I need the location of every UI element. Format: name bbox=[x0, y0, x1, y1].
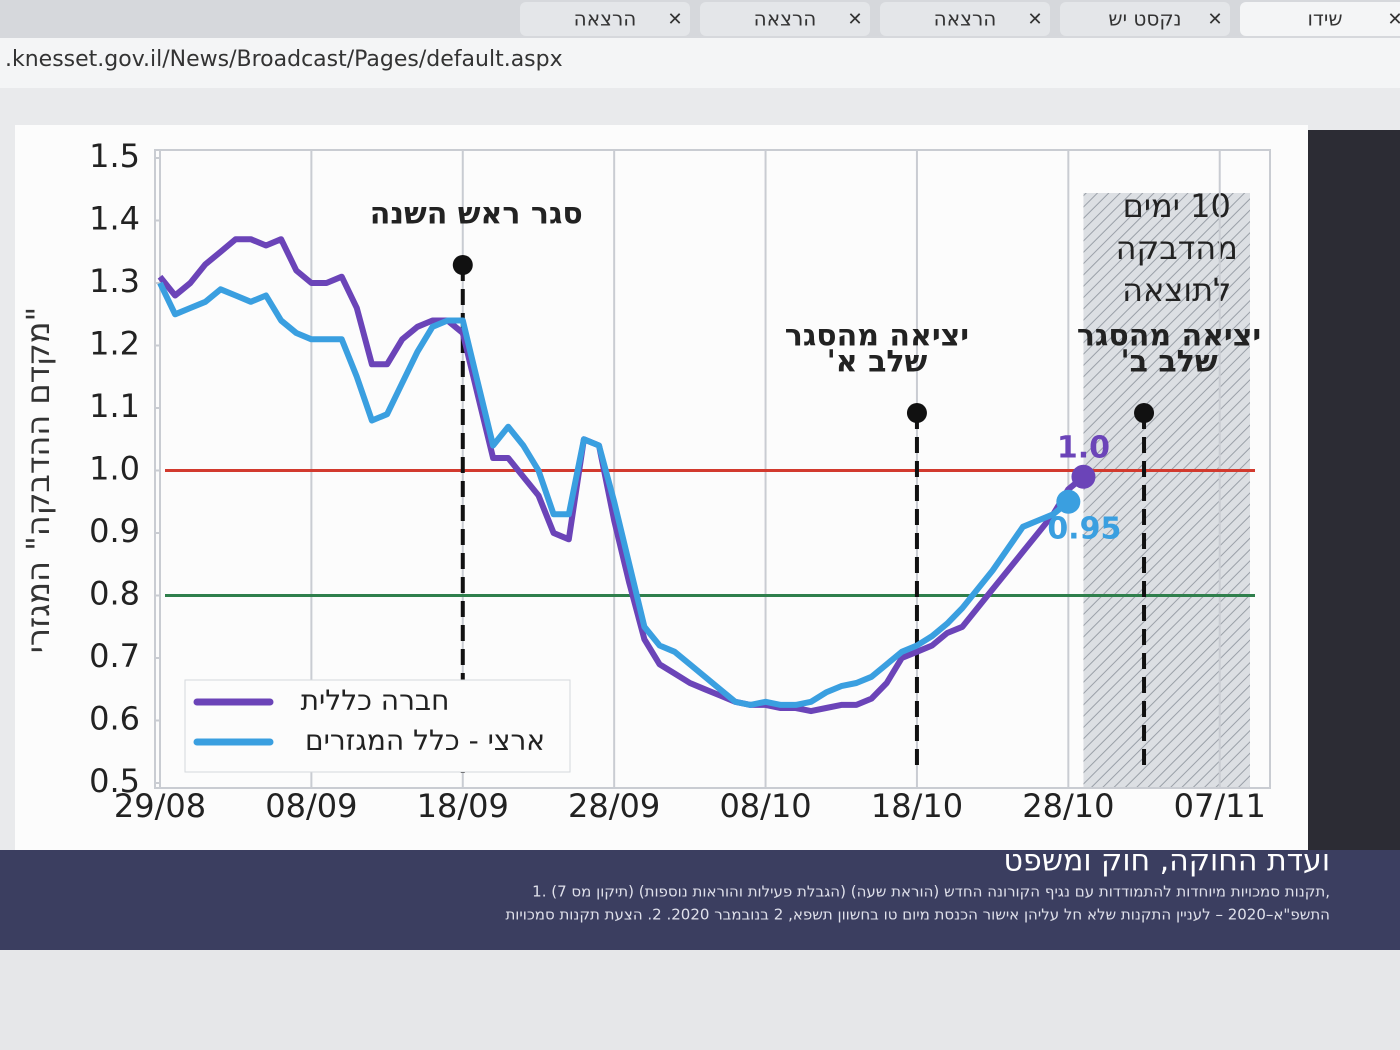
address-bar bbox=[0, 38, 1400, 88]
y-tick-label: 1.3 bbox=[89, 262, 140, 300]
x-tick-label: 18/09 bbox=[417, 787, 509, 825]
end-point bbox=[1056, 489, 1081, 514]
y-tick-label: 1.2 bbox=[89, 325, 140, 363]
y-tick-label: 1.5 bbox=[89, 137, 140, 175]
shaded-region bbox=[1083, 193, 1250, 788]
tab[interactable] bbox=[700, 2, 870, 36]
event-dot bbox=[452, 255, 473, 275]
x-tick-label: 29/08 bbox=[114, 787, 206, 825]
tab[interactable] bbox=[520, 2, 690, 36]
event-label: יציאה מהסגר bbox=[1077, 319, 1261, 354]
series-line bbox=[157, 236, 1086, 715]
y-tick-label: 0.7 bbox=[89, 637, 140, 675]
tab-title[interactable]: הרצאה bbox=[574, 7, 637, 31]
tab[interactable] bbox=[1060, 2, 1230, 36]
tab-title[interactable]: הרצאה bbox=[754, 7, 817, 31]
y-tick-label: 0.9 bbox=[89, 512, 140, 550]
y-tick-label: 1.0 bbox=[89, 450, 140, 488]
y-tick-label: 0.6 bbox=[89, 700, 140, 738]
end-point bbox=[1071, 464, 1096, 489]
footer-line: 1. תקנות סמכויות מיוחדות להתמודדות עם נג… bbox=[532, 883, 1330, 901]
footer-banner bbox=[0, 850, 1400, 950]
tab[interactable] bbox=[880, 2, 1050, 36]
y-tick-label: 0.5 bbox=[89, 762, 140, 800]
legend-label: ארצי - כלל המגזרים bbox=[305, 724, 545, 757]
y-tick-label: 0.8 bbox=[89, 575, 140, 613]
event-dot bbox=[906, 403, 927, 423]
x-tick-label: 28/09 bbox=[568, 787, 660, 825]
url[interactable]: .knesset.gov.il/News/Broadcast/Pages/def… bbox=[5, 47, 563, 72]
series-line bbox=[157, 281, 1071, 708]
tab[interactable] bbox=[1240, 2, 1400, 36]
x-tick-label: 08/10 bbox=[719, 787, 811, 825]
tab-close[interactable]: ✕ bbox=[1027, 9, 1042, 30]
event-dot bbox=[1134, 403, 1155, 423]
y-axis-title: "מקדם ההדבקה" המגזרי bbox=[19, 307, 57, 653]
shaded-label: מהדבקה bbox=[1116, 229, 1238, 267]
event-label: שלב א' bbox=[827, 345, 928, 380]
y-tick-label: 1.4 bbox=[89, 200, 140, 238]
x-tick-label: 28/10 bbox=[1022, 787, 1114, 825]
footer-title: ועדת החוקה, חוק ומשפט bbox=[1004, 844, 1331, 879]
event-label: סגר ראש השנה bbox=[370, 197, 583, 232]
y-tick-label: 1.1 bbox=[89, 387, 140, 425]
tab-close[interactable]: ✕ bbox=[1207, 9, 1222, 30]
shaded-label: 10 ימים bbox=[1123, 187, 1231, 225]
tab-title[interactable]: נקסט יש bbox=[1108, 7, 1181, 31]
tab-title[interactable]: שידו bbox=[1307, 7, 1342, 31]
tab-title[interactable]: הרצאה bbox=[934, 7, 997, 31]
event-label: יציאה מהסגר bbox=[785, 319, 969, 354]
tab-close[interactable]: ✕ bbox=[1387, 9, 1400, 30]
end-label: 1.0 bbox=[1057, 430, 1110, 465]
x-tick-label: 07/11 bbox=[1174, 787, 1266, 825]
dark-side bbox=[1308, 130, 1400, 850]
x-tick-label: 18/10 bbox=[871, 787, 963, 825]
tab-close[interactable]: ✕ bbox=[667, 9, 682, 30]
legend-box bbox=[184, 679, 571, 773]
event-label: שלב ב' bbox=[1120, 345, 1217, 380]
tab-close[interactable]: ✕ bbox=[847, 9, 862, 30]
end-label: 0.95 bbox=[1047, 511, 1121, 546]
legend-label: חברה כללית bbox=[301, 684, 450, 717]
shaded-label: לתוצאה bbox=[1122, 271, 1231, 309]
x-tick-label: 08/09 bbox=[265, 787, 357, 825]
plot-frame bbox=[154, 149, 1271, 789]
footer-line: התשפ"א–2020 – לעניין התקנות שלא חל עליהן… bbox=[505, 906, 1330, 924]
